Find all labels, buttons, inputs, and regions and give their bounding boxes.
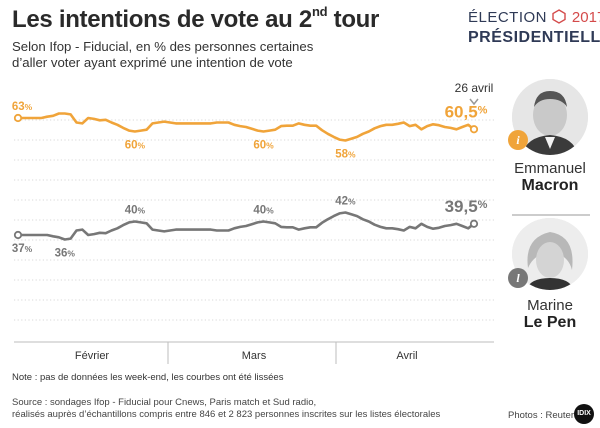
data-label: 60% xyxy=(253,140,274,152)
macron-last-name: Macron xyxy=(521,177,579,194)
logo-year-text: 2017 xyxy=(571,9,600,26)
series-line xyxy=(16,211,476,241)
series-line xyxy=(16,112,476,142)
le-pen-name: Marine Le Pen xyxy=(506,297,594,332)
macron-name: Emmanuel Macron xyxy=(506,160,594,195)
macron-badge-icon: i xyxy=(508,130,528,150)
series-end-point xyxy=(13,113,23,123)
chart-labels: 63% 60% 60% 58% 60,5% 37% 36% 40% 40% 42% 39,5% xyxy=(12,101,488,260)
data-label: 42% xyxy=(335,196,356,208)
logo-presidential-text: PRÉSIDENTIELLE xyxy=(468,29,600,46)
chart-subtitle: Selon Ifop - Fiducial, en % des personne… xyxy=(12,39,314,70)
candidate-divider xyxy=(512,214,590,216)
x-tick-label: Avril xyxy=(396,350,417,362)
data-label: 39,5% xyxy=(445,197,488,216)
le-pen-first-name: Marine xyxy=(527,297,573,314)
series-end-point xyxy=(13,230,23,240)
idix-logo: IDIX xyxy=(574,404,594,424)
chart-series xyxy=(13,112,479,241)
data-label: 40% xyxy=(125,205,146,217)
data-label: 37% xyxy=(12,243,33,255)
le-pen-last-name: Le Pen xyxy=(523,314,577,331)
chart-title: Les intentions de vote au 2nd tour xyxy=(12,4,380,33)
chevron-down-icon xyxy=(469,98,479,106)
chart-note: Note : pas de données les week-end, les … xyxy=(12,372,284,383)
logo-election-text: ÉLECTION xyxy=(468,9,548,26)
hexagon-icon xyxy=(552,9,567,24)
chart-grid xyxy=(14,119,494,321)
last-date-label: 26 avril xyxy=(455,81,494,95)
data-label: 36% xyxy=(55,248,76,260)
data-label: 60% xyxy=(125,140,146,152)
le-pen-badge-icon: l xyxy=(508,268,528,288)
data-label: 40% xyxy=(253,205,274,217)
source-line-1: Source : sondages Ifop - Fiducial pour C… xyxy=(12,397,317,408)
source-text: Source : sondages Ifop - Fiducial pour C… xyxy=(12,397,462,421)
data-label: 60,5% xyxy=(445,102,488,121)
chart-x-axis: Février Mars Avril 26 avril xyxy=(14,81,494,364)
source-line-2: réalisés auprès d’échantillons compris e… xyxy=(12,409,441,420)
data-label: 58% xyxy=(335,149,356,161)
election-2017-logo: ÉLECTION 2017 PRÉSIDENTIELLE xyxy=(468,9,600,47)
photo-credit: Photos : Reuters xyxy=(508,410,579,421)
x-tick-label: Février xyxy=(75,350,110,362)
data-label: 63% xyxy=(12,101,33,113)
series-end-point xyxy=(469,219,479,228)
macron-portrait-icon xyxy=(512,79,588,155)
series-end-point xyxy=(469,125,479,134)
macron-first-name: Emmanuel xyxy=(514,160,586,177)
x-tick-label: Mars xyxy=(242,350,267,362)
